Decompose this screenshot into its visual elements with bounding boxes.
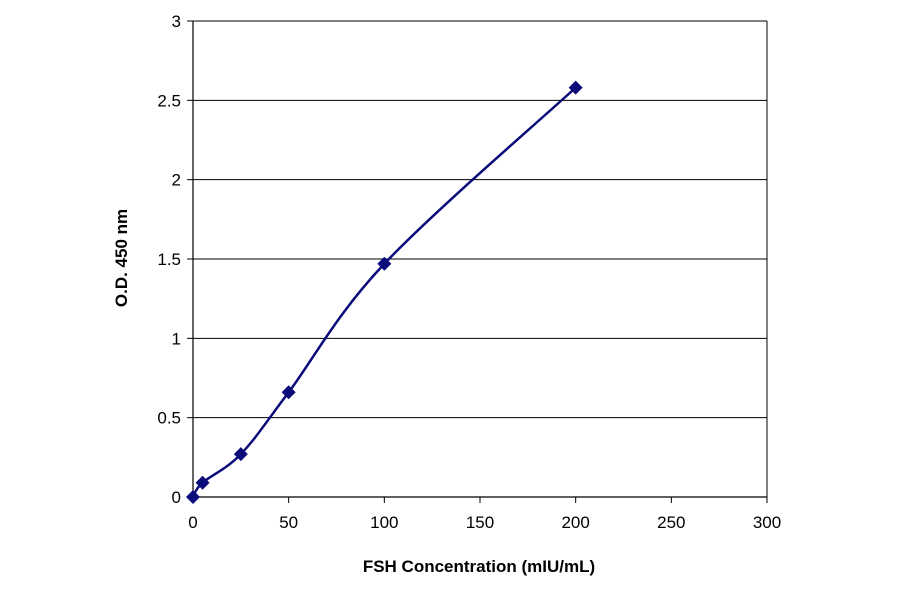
y-tick-label: 2 bbox=[172, 171, 181, 190]
data-point bbox=[195, 475, 210, 490]
data-point bbox=[281, 385, 296, 400]
x-tick-label: 0 bbox=[188, 513, 197, 532]
x-tick-label: 100 bbox=[370, 513, 398, 532]
data-point bbox=[186, 490, 200, 504]
series-line bbox=[191, 86, 577, 498]
x-tick-label: 50 bbox=[279, 513, 298, 532]
x-tick-label: 250 bbox=[657, 513, 685, 532]
y-tick-label: 0 bbox=[172, 488, 181, 507]
tick-labels: 0 0.5 1 1.5 2 2.5 3 0 50 100 150 200 250 300 bbox=[157, 12, 781, 532]
data-point bbox=[233, 447, 248, 462]
y-tick-label: 2.5 bbox=[157, 91, 181, 110]
y-tick-label: 3 bbox=[172, 12, 181, 31]
y-tick-label: 1 bbox=[172, 329, 181, 348]
data-point bbox=[377, 256, 392, 271]
x-tick-label: 150 bbox=[466, 513, 494, 532]
y-axis-label: O.D. 450 nm bbox=[112, 209, 131, 307]
axes bbox=[187, 20, 768, 503]
y-tick-label: 1.5 bbox=[157, 250, 181, 269]
data-series bbox=[186, 80, 583, 504]
gridlines bbox=[193, 20, 767, 419]
data-point bbox=[568, 80, 583, 95]
x-axis-label: FSH Concentration (mIU/mL) bbox=[363, 557, 595, 576]
y-tick-label: 0.5 bbox=[157, 409, 181, 428]
x-tick-label: 300 bbox=[753, 513, 781, 532]
x-tick-label: 200 bbox=[561, 513, 589, 532]
